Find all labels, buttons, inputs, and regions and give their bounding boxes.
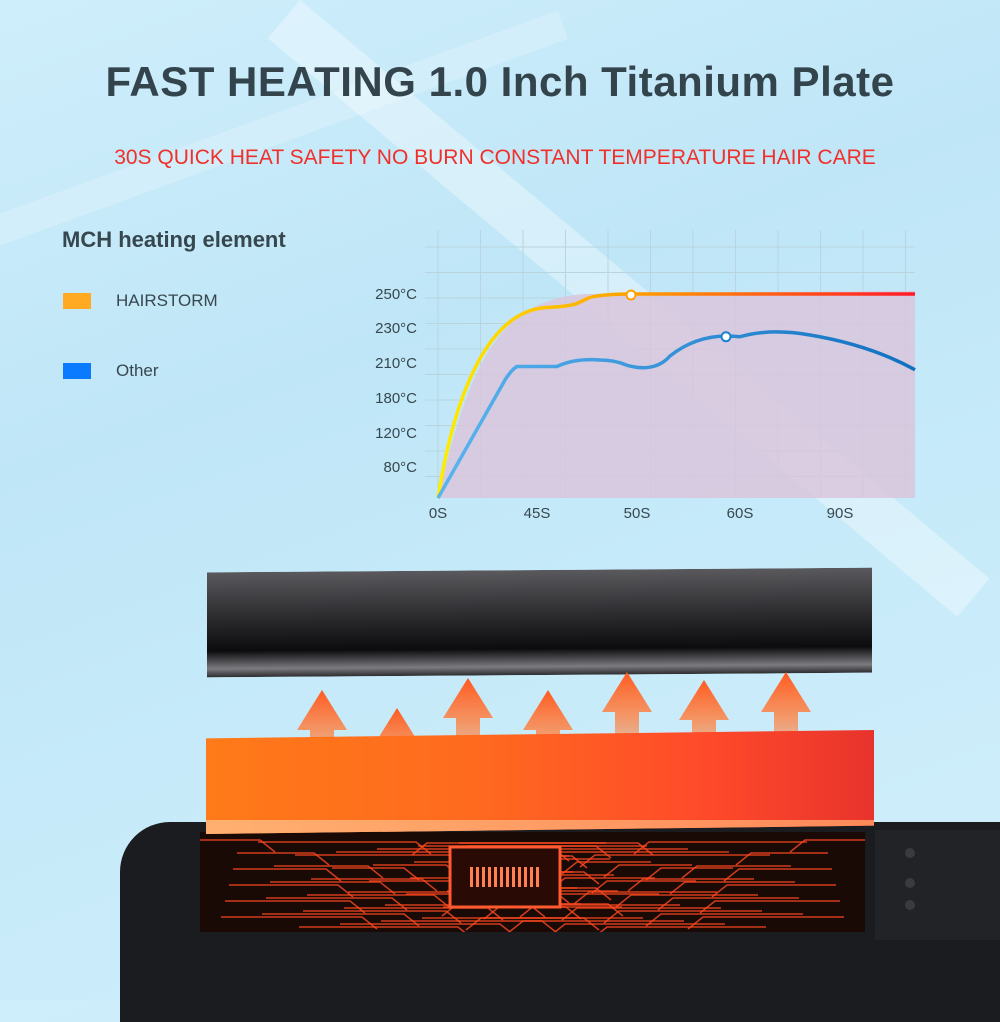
y-tick-label: 230°C — [375, 320, 417, 337]
legend-item-other: Other — [63, 361, 159, 381]
legend-swatch — [63, 293, 91, 309]
circuit-trace — [258, 841, 432, 855]
heat-arrow-icon — [679, 680, 729, 780]
x-tick-label: 60S — [727, 505, 754, 522]
circuit-trace — [270, 881, 396, 895]
circuit-trace — [633, 841, 807, 855]
circuit-trace — [711, 884, 836, 898]
chip-pin — [506, 867, 509, 887]
heat-arrow-icon — [602, 672, 652, 780]
circuit-trace — [274, 865, 384, 879]
series-line-hairstorm — [436, 292, 915, 499]
data-point-marker — [625, 289, 637, 301]
control-button — [905, 848, 915, 858]
mch-heating-circuit — [200, 832, 865, 932]
data-point-marker — [720, 331, 732, 343]
circuit-trace — [699, 900, 840, 914]
circuit-trace — [657, 897, 799, 911]
series-line-other — [436, 330, 916, 499]
circuit-trace — [789, 839, 865, 853]
circuit-trace — [681, 865, 791, 879]
circuit-trace — [599, 926, 766, 932]
circuit-trace — [669, 881, 795, 895]
circuit-trace — [603, 864, 692, 878]
y-tick-label: 80°C — [383, 459, 417, 476]
chart-area-fill — [438, 291, 915, 498]
chip-pin — [488, 867, 491, 887]
circuit-trace — [561, 907, 721, 921]
control-button — [905, 878, 915, 888]
y-tick-label: 250°C — [375, 286, 417, 303]
legend-swatch — [63, 363, 91, 379]
circuit-trace — [221, 916, 378, 930]
circuit-trace — [229, 884, 354, 898]
legend-item-hairstorm: HAIRSTORM — [63, 291, 218, 311]
chip-pin — [512, 867, 515, 887]
control-button — [905, 900, 915, 910]
circuit-trace — [579, 854, 770, 868]
circuit-trace — [553, 923, 725, 932]
circuit-trace — [687, 916, 844, 930]
temperature-chart: 250°C 230°C 210°C 180°C 120°C 80°C 0S 45S 50S 60… — [375, 230, 916, 522]
circuit-trace — [311, 878, 438, 892]
circuit-trace — [262, 913, 420, 927]
chip-pin — [536, 867, 539, 887]
chip-pin — [470, 867, 473, 887]
chip-pin — [476, 867, 479, 887]
circuit-trace — [340, 923, 512, 932]
circuit-trace — [508, 920, 684, 932]
circuit-trace — [561, 861, 651, 875]
legend-label: Other — [116, 361, 159, 380]
y-tick-label: 180°C — [375, 390, 417, 407]
chip-pin — [482, 867, 485, 887]
heating-plate — [206, 730, 874, 834]
chip-pin — [530, 867, 533, 887]
chip-pin — [494, 867, 497, 887]
legend-title: MCH heating element — [62, 227, 286, 252]
chip-icon — [448, 845, 562, 909]
circuit-trace — [735, 852, 828, 866]
circuit-trace — [266, 897, 408, 911]
circuit-trace — [443, 906, 582, 920]
circuit-trace — [627, 878, 754, 892]
circuit-trace — [723, 868, 832, 882]
x-tick-label: 0S — [429, 505, 447, 522]
circuit-trace — [303, 910, 462, 924]
x-tick-label: 90S — [827, 505, 854, 522]
circuit-trace — [465, 917, 643, 931]
circuit-trace — [645, 913, 803, 927]
circuit-trace — [603, 910, 762, 924]
circuit-trace — [233, 868, 342, 882]
y-tick-label: 120°C — [375, 425, 417, 442]
circuit-trace — [332, 867, 420, 881]
chip-pin — [500, 867, 503, 887]
circuit-trace — [573, 891, 717, 905]
circuit-trace — [411, 842, 606, 856]
page-title: FAST HEATING 1.0 Inch Titanium Plate — [105, 58, 895, 105]
chip-pin — [518, 867, 521, 887]
x-tick-label: 45S — [524, 505, 551, 522]
circuit-trace — [591, 880, 696, 894]
circuit-trace — [299, 926, 466, 932]
heat-arrow-icon — [761, 672, 811, 780]
circuit-trace — [200, 839, 276, 853]
legend-label: HAIRSTORM — [116, 291, 218, 310]
circuit-trace — [373, 864, 462, 878]
circuit-trace — [645, 867, 733, 881]
circuit-trace — [237, 852, 330, 866]
circuit-trace — [483, 906, 622, 920]
flat-iron-controls — [875, 830, 1000, 940]
page-subtitle: 30S QUICK HEAT SAFETY NO BURN CONSTANT T… — [114, 146, 876, 169]
heat-arrow-icon — [443, 678, 493, 790]
y-tick-label: 210°C — [375, 355, 417, 372]
x-tick-label: 50S — [624, 505, 651, 522]
chip-pin — [524, 867, 527, 887]
circuit-trace — [225, 900, 366, 914]
